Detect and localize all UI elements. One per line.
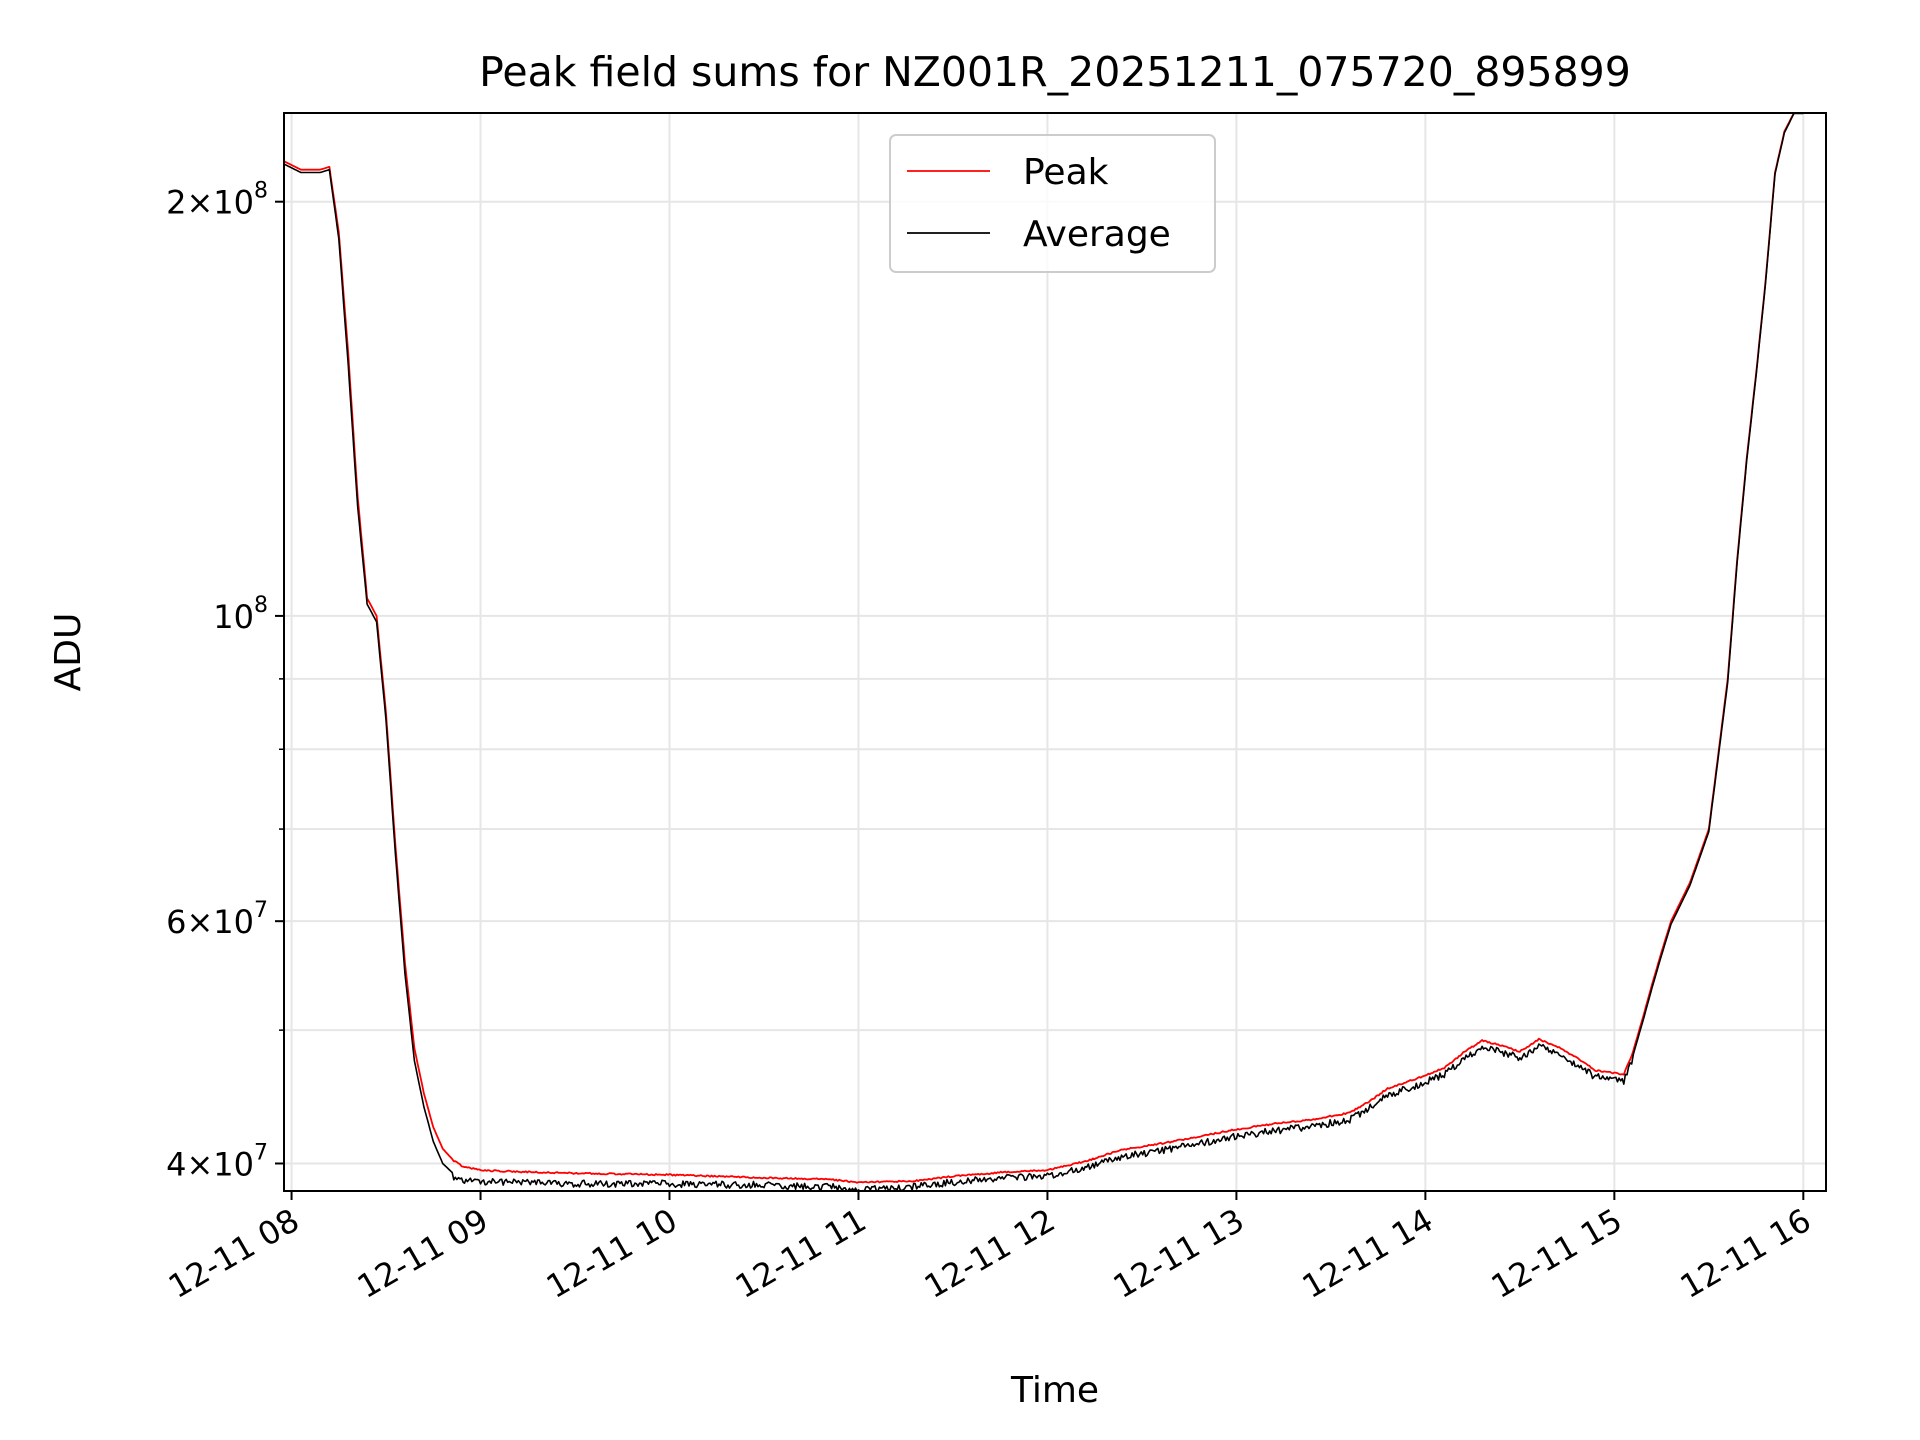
y-tick-label: 108: [213, 593, 268, 636]
grid: [284, 113, 1826, 1191]
y-tick-exponent: 7: [254, 898, 268, 923]
y-tick-label: 6×107: [166, 898, 268, 941]
y-tick-mantissa: 2×10: [166, 184, 254, 222]
x-axis-label: Time: [1010, 1370, 1099, 1411]
series-line-average: [283, 112, 1804, 1192]
y-tick-exponent: 8: [254, 179, 268, 204]
legend: Peak Average: [889, 134, 1216, 273]
series-group: [283, 112, 1804, 1192]
y-tick-label: 4×107: [166, 1140, 268, 1183]
legend-label-peak: Peak: [1023, 152, 1109, 193]
chart-title: Peak field sums for NZ001R_20251211_0757…: [479, 48, 1631, 96]
y-tick-label: 2×108: [166, 179, 268, 222]
y-axis-label: ADU: [48, 613, 89, 692]
y-tick-mantissa: 4×10: [166, 1145, 254, 1183]
plot-frame: [283, 112, 1827, 1192]
y-tick-exponent: 7: [254, 1140, 268, 1165]
y-tick-mantissa: 6×10: [166, 903, 254, 941]
series-line-peak: [283, 112, 1804, 1184]
legend-label-average: Average: [1023, 214, 1171, 255]
y-tick-exponent: 8: [254, 593, 268, 618]
legend-box: [889, 134, 1216, 273]
y-tick-mantissa: 10: [213, 598, 254, 636]
